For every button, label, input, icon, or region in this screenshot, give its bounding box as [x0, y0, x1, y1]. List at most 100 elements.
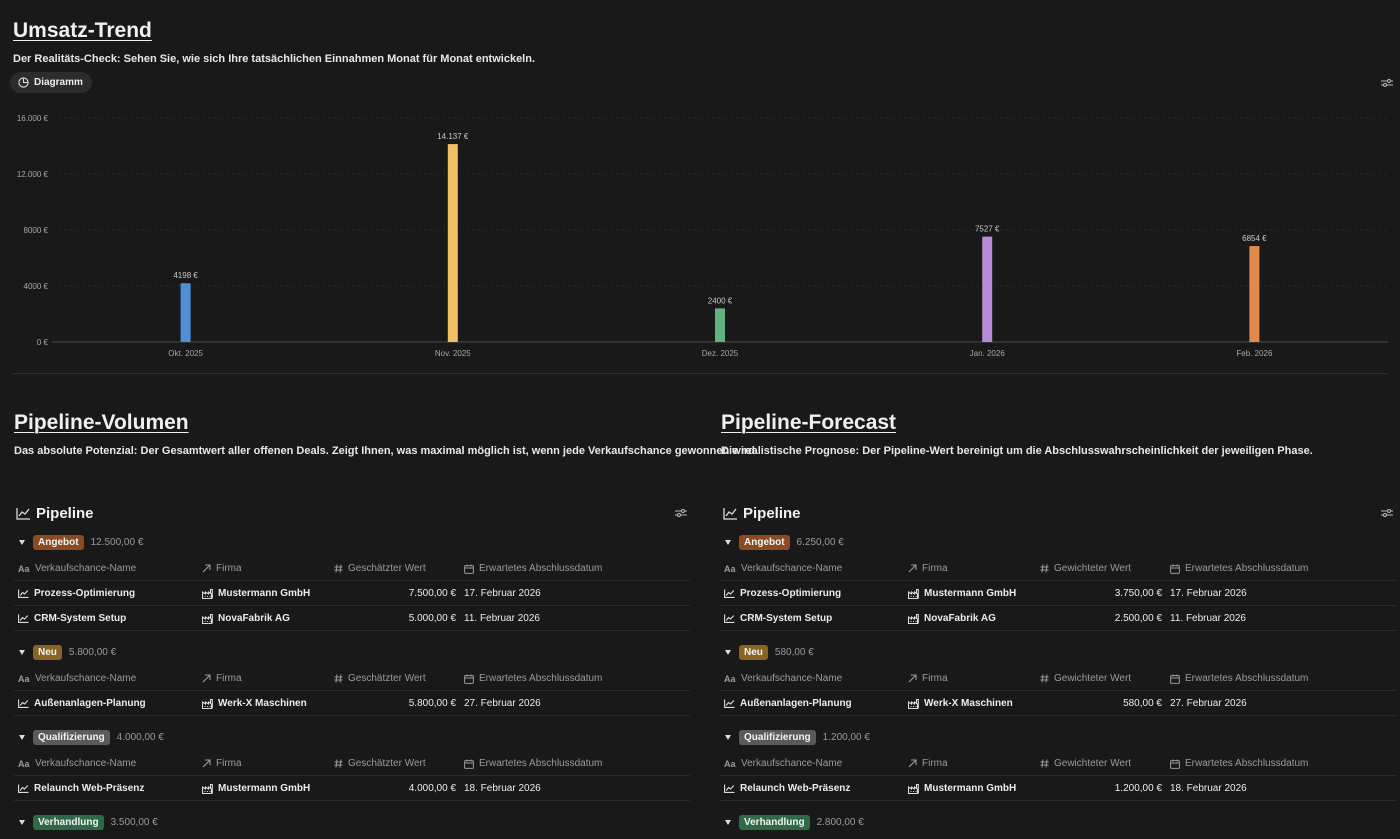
collapse-caret-icon[interactable]	[725, 540, 731, 545]
bar-value-label: 14.137 €	[437, 132, 469, 141]
column-header[interactable]: Erwartetes Abschlussdatum	[464, 667, 684, 690]
table-row[interactable]: Außenanlagen-Planung Werk-X Maschinen 5.80…	[14, 692, 690, 716]
text-type-icon: Aa	[18, 674, 30, 683]
close-date-cell[interactable]: 18. Februar 2026	[464, 783, 541, 794]
column-header[interactable]: Firma	[908, 557, 1036, 580]
value-cell[interactable]: 580,00 €	[1123, 698, 1162, 709]
column-header[interactable]: Gewichteter Wert	[1040, 752, 1162, 775]
collapse-caret-icon[interactable]	[19, 735, 25, 740]
group-header-qualifizierung[interactable]: Qualifizierung 1.200,00 €	[724, 730, 870, 745]
column-header[interactable]: Firma	[202, 667, 330, 690]
deal-name-cell[interactable]: Prozess-Optimierung	[18, 582, 198, 605]
table-row[interactable]: Prozess-Optimierung Mustermann GmbH 7.500,…	[14, 582, 690, 606]
view-tab-diagramm[interactable]: Diagramm	[10, 72, 92, 93]
factory-icon	[202, 783, 213, 794]
value-cell[interactable]: 3.750,00 €	[1114, 588, 1162, 599]
company-cell[interactable]: Werk-X Maschinen	[908, 692, 1036, 715]
close-date-cell[interactable]: 11. Februar 2026	[1170, 613, 1246, 624]
close-date-cell[interactable]: 27. Februar 2026	[1170, 698, 1247, 709]
column-header-label: Gewichteter Wert	[1054, 758, 1132, 769]
group-header-qualifizierung[interactable]: Qualifizierung 4.000,00 €	[18, 730, 164, 745]
table-row[interactable]: Außenanlagen-Planung Werk-X Maschinen 580,…	[720, 692, 1396, 716]
company-cell[interactable]: Mustermann GmbH	[202, 582, 330, 605]
column-header[interactable]: Erwartetes Abschlussdatum	[1170, 752, 1390, 775]
volumen-settings-icon[interactable]	[675, 508, 687, 518]
factory-icon	[908, 783, 919, 794]
close-date-cell[interactable]: 27. Februar 2026	[464, 698, 541, 709]
text-type-icon: Aa	[724, 759, 736, 768]
value-cell[interactable]: 2.500,00 €	[1114, 613, 1162, 624]
column-header[interactable]: Aa Verkaufschance-Name	[18, 667, 198, 690]
column-header-label: Erwartetes Abschlussdatum	[479, 563, 603, 574]
column-header[interactable]: Geschätzter Wert	[334, 752, 456, 775]
value-cell[interactable]: 1.200,00 €	[1114, 783, 1162, 794]
forecast-description: Die realistische Prognose: Der Pipeline-…	[721, 445, 1313, 457]
group-header-neu[interactable]: Neu 580,00 €	[724, 645, 814, 660]
deal-name-cell[interactable]: Prozess-Optimierung	[724, 582, 904, 605]
column-header[interactable]: Erwartetes Abschlussdatum	[464, 752, 684, 775]
collapse-caret-icon[interactable]	[19, 650, 25, 655]
settings-sliders-icon[interactable]	[1381, 78, 1393, 88]
column-header[interactable]: Geschätzter Wert	[334, 557, 456, 580]
value-cell[interactable]: 5.000,00 €	[408, 613, 456, 624]
deal-name: CRM-System Setup	[740, 613, 833, 624]
column-header[interactable]: Aa Verkaufschance-Name	[724, 752, 904, 775]
collapse-caret-icon[interactable]	[725, 820, 731, 825]
group-header-angebot[interactable]: Angebot 12.500,00 €	[18, 535, 143, 550]
deal-name-cell[interactable]: CRM-System Setup	[18, 607, 198, 630]
group-header-verhandlung[interactable]: Verhandlung 2.800,00 €	[724, 815, 864, 830]
deal-name-cell[interactable]: Relaunch Web-Präsenz	[18, 777, 198, 800]
deal-name-cell[interactable]: Außenanlagen-Planung	[724, 692, 904, 715]
value-cell[interactable]: 4.000,00 €	[408, 783, 456, 794]
deal-name-cell[interactable]: Relaunch Web-Präsenz	[724, 777, 904, 800]
column-header[interactable]: Firma	[908, 667, 1036, 690]
table-row[interactable]: CRM-System Setup NovaFabrik AG 5.000,00 € 1…	[14, 607, 690, 631]
forecast-settings-icon[interactable]	[1381, 508, 1393, 518]
company-cell[interactable]: NovaFabrik AG	[908, 607, 1036, 630]
group-header-neu[interactable]: Neu 5.800,00 €	[18, 645, 116, 660]
deal-name: Prozess-Optimierung	[34, 588, 136, 599]
company-cell[interactable]: Mustermann GmbH	[908, 777, 1036, 800]
column-header[interactable]: Firma	[202, 752, 330, 775]
close-date-cell[interactable]: 11. Februar 2026	[464, 613, 540, 624]
column-header[interactable]: Geschätzter Wert	[334, 667, 456, 690]
column-header[interactable]: Erwartetes Abschlussdatum	[1170, 667, 1390, 690]
column-header-label: Verkaufschance-Name	[35, 758, 137, 769]
table-row[interactable]: Relaunch Web-Präsenz Mustermann GmbH 4.000…	[14, 777, 690, 801]
collapse-caret-icon[interactable]	[19, 820, 25, 825]
value-cell[interactable]: 7.500,00 €	[408, 588, 456, 599]
column-header-label: Geschätzter Wert	[348, 563, 426, 574]
deal-name-cell[interactable]: CRM-System Setup	[724, 607, 904, 630]
group-header-verhandlung[interactable]: Verhandlung 3.500,00 €	[18, 815, 158, 830]
collapse-caret-icon[interactable]	[725, 650, 731, 655]
close-date-cell[interactable]: 17. Februar 2026	[1170, 588, 1247, 599]
column-header[interactable]: Gewichteter Wert	[1040, 667, 1162, 690]
collapse-caret-icon[interactable]	[725, 735, 731, 740]
value-cell[interactable]: 5.800,00 €	[408, 698, 456, 709]
column-header-label: Firma	[216, 673, 242, 684]
close-date-cell[interactable]: 18. Februar 2026	[1170, 783, 1247, 794]
company-cell[interactable]: Mustermann GmbH	[202, 777, 330, 800]
company-cell[interactable]: Mustermann GmbH	[908, 582, 1036, 605]
company-cell[interactable]: NovaFabrik AG	[202, 607, 330, 630]
collapse-caret-icon[interactable]	[19, 540, 25, 545]
column-header[interactable]: Firma	[202, 557, 330, 580]
column-header[interactable]: Aa Verkaufschance-Name	[724, 667, 904, 690]
close-date-cell[interactable]: 17. Februar 2026	[464, 588, 541, 599]
deal-name-cell[interactable]: Außenanlagen-Planung	[18, 692, 198, 715]
column-header[interactable]: Aa Verkaufschance-Name	[18, 557, 198, 580]
table-row[interactable]: CRM-System Setup NovaFabrik AG 2.500,00 € 1…	[720, 607, 1396, 631]
column-header[interactable]: Gewichteter Wert	[1040, 557, 1162, 580]
column-header[interactable]: Erwartetes Abschlussdatum	[1170, 557, 1390, 580]
column-header[interactable]: Firma	[908, 752, 1036, 775]
column-header[interactable]: Erwartetes Abschlussdatum	[464, 557, 684, 580]
company-cell[interactable]: Werk-X Maschinen	[202, 692, 330, 715]
y-tick-label: 16.000 €	[17, 114, 49, 123]
column-header-label: Firma	[216, 758, 242, 769]
column-header[interactable]: Aa Verkaufschance-Name	[724, 557, 904, 580]
group-header-angebot[interactable]: Angebot 6.250,00 €	[724, 535, 844, 550]
column-header-label: Gewichteter Wert	[1054, 673, 1132, 684]
table-row[interactable]: Relaunch Web-Präsenz Mustermann GmbH 1.200…	[720, 777, 1396, 801]
table-row[interactable]: Prozess-Optimierung Mustermann GmbH 3.750,…	[720, 582, 1396, 606]
column-header[interactable]: Aa Verkaufschance-Name	[18, 752, 198, 775]
